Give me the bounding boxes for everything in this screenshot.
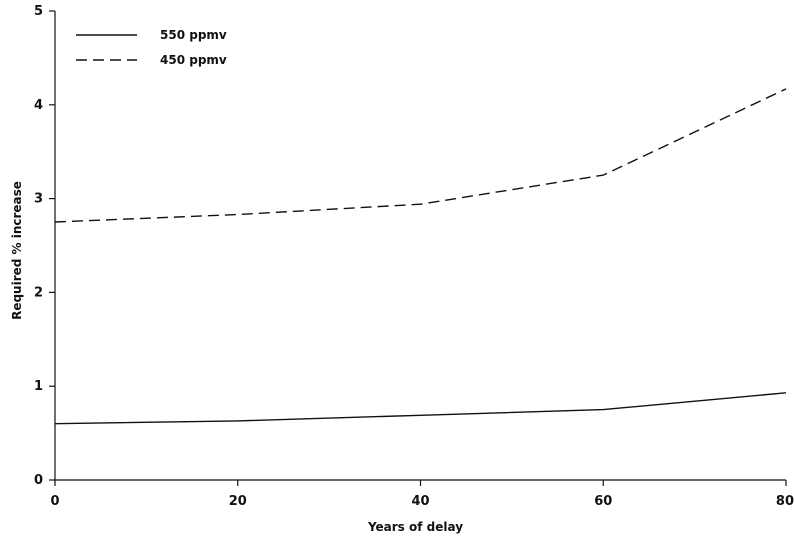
legend-label: 450 ppmv	[160, 53, 227, 67]
x-tick-label: 80	[776, 494, 794, 509]
axes	[54, 11, 786, 481]
series-line-1	[54, 88, 787, 223]
y-ticks: 0 1 2 3 4 5	[34, 4, 55, 488]
x-ticks: 0 20 40 60 80	[50, 480, 794, 509]
x-tick-label: 40	[411, 494, 429, 509]
x-tick-label: 0	[50, 494, 59, 509]
x-axis-title: Years of delay	[367, 520, 463, 534]
y-tick-label: 5	[34, 4, 43, 19]
y-tick-label: 3	[34, 192, 43, 207]
y-tick-label: 4	[34, 98, 43, 113]
x-tick-label: 60	[594, 494, 612, 509]
x-tick-label: 20	[229, 494, 247, 509]
y-tick-label: 2	[34, 285, 43, 300]
y-tick-label: 1	[34, 379, 43, 394]
y-tick-label: 0	[34, 473, 43, 488]
legend: 550 ppmv 450 ppmv	[76, 28, 227, 67]
y-axis-title: Required % increase	[10, 181, 24, 320]
legend-label: 550 ppmv	[160, 28, 227, 42]
series-line-0	[54, 392, 787, 425]
series-layer	[54, 88, 787, 425]
